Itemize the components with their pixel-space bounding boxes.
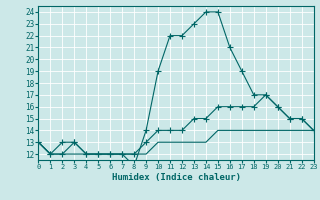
X-axis label: Humidex (Indice chaleur): Humidex (Indice chaleur) bbox=[111, 173, 241, 182]
